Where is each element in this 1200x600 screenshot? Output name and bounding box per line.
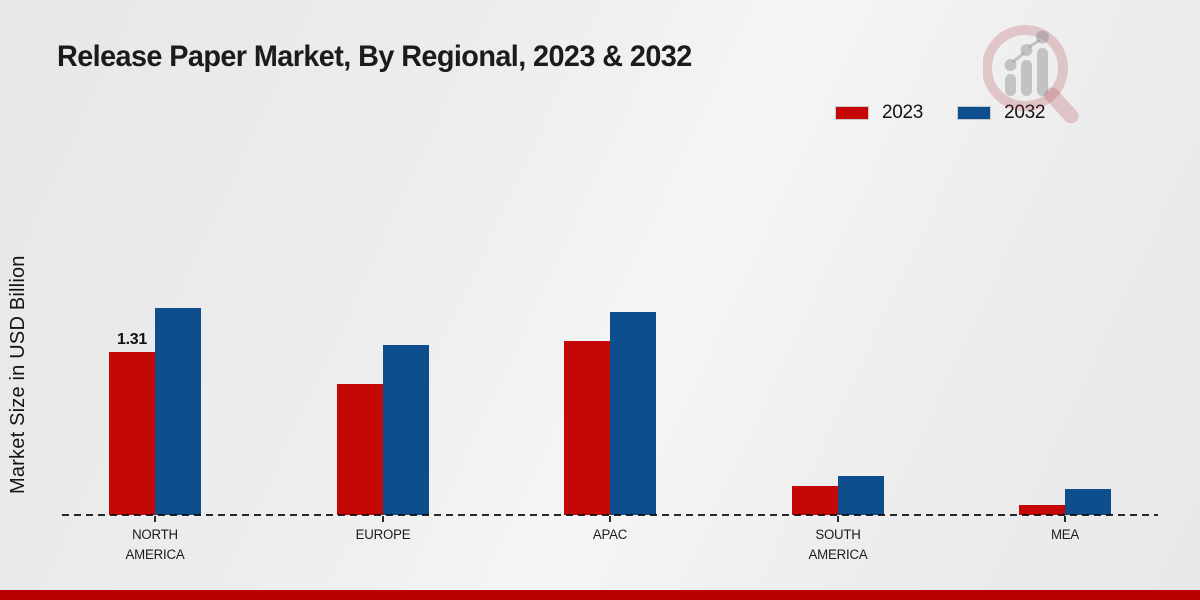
bar-2032-apac — [610, 312, 657, 515]
legend: 2023 2032 — [836, 102, 1045, 124]
category-label-south-america: SOUTH AMERICA — [808, 527, 868, 563]
chart-title: Release Paper Market, By Regional, 2023 … — [57, 40, 692, 73]
x-axis-tick — [381, 516, 384, 522]
bar-2023-europe — [336, 384, 383, 515]
category-label-apac: APAC — [593, 527, 628, 542]
x-axis-dashed-baseline — [62, 514, 1158, 516]
bar-2032-north-america — [155, 308, 201, 515]
legend-item-2032: 2032 — [958, 102, 1045, 124]
bar-2023-north-america — [109, 352, 155, 515]
x-axis-tick — [609, 516, 612, 522]
bar-2023-apac — [564, 341, 611, 515]
x-axis-tick — [836, 516, 839, 522]
legend-swatch-2023 — [836, 107, 868, 119]
bar-2032-mea — [1065, 489, 1112, 515]
legend-label-2023: 2023 — [882, 102, 924, 123]
bar-2032-south-america — [837, 476, 884, 515]
x-axis-tick — [1064, 516, 1067, 522]
category-label-europe: EUROPE — [355, 527, 410, 542]
magnifier-growth-logo-icon — [983, 25, 1079, 123]
legend-swatch-2032 — [958, 107, 991, 119]
x-axis-tick — [154, 516, 156, 522]
category-label-north-america: NORTH AMERICA — [125, 527, 185, 563]
bottom-red-strip — [0, 590, 1200, 600]
category-label-mea: MEA — [1051, 527, 1080, 542]
bar-2023-mea — [1019, 505, 1066, 515]
legend-label-2032: 2032 — [1004, 102, 1046, 123]
bar-2032-europe — [382, 345, 429, 515]
bar-2023-south-america — [791, 486, 838, 515]
bar-value-label: 1.31 — [117, 331, 147, 348]
legend-item-2023: 2023 — [836, 102, 923, 124]
